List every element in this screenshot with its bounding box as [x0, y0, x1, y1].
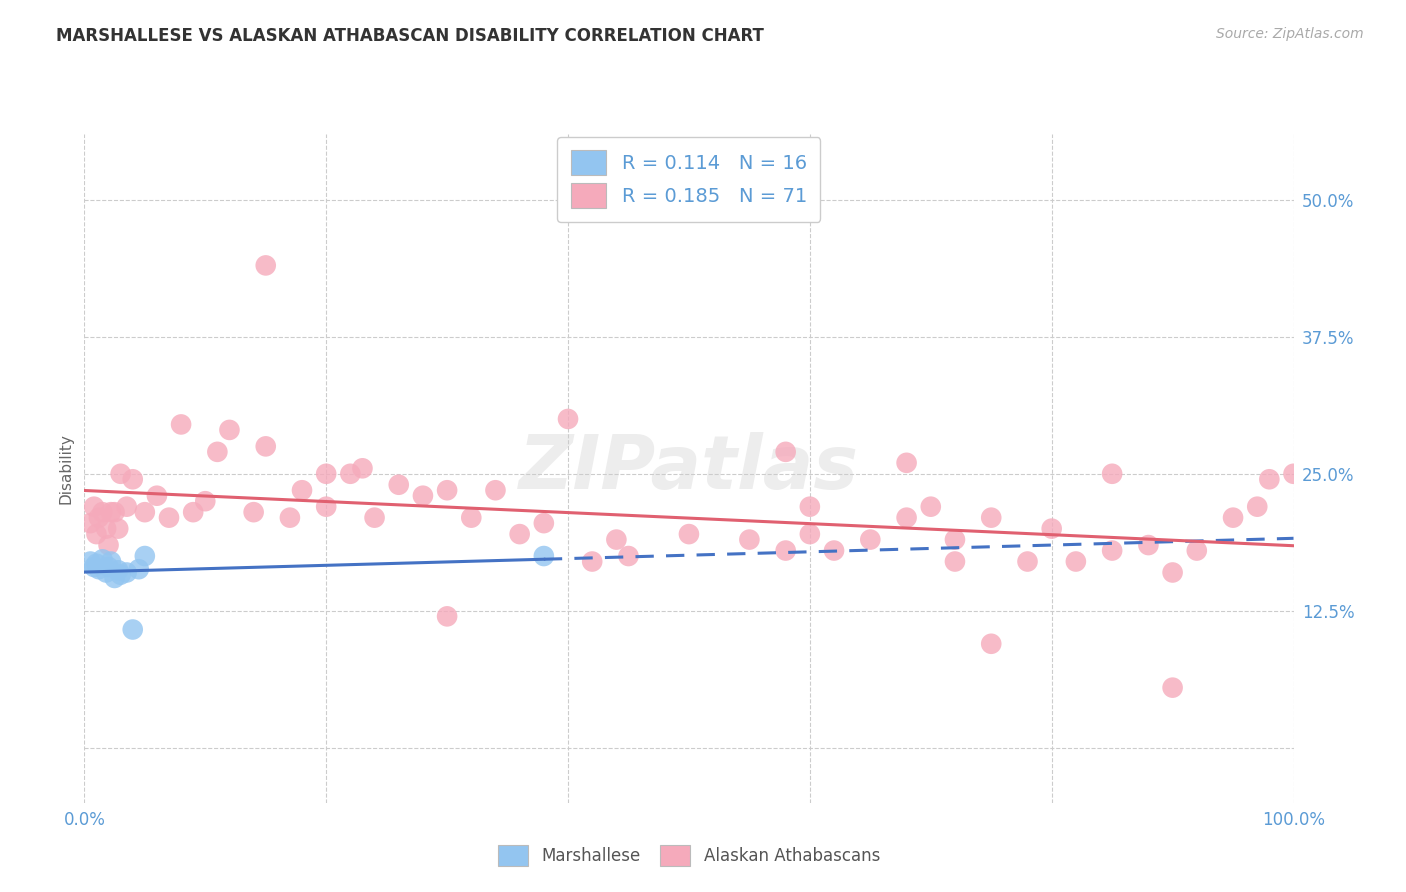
Point [87, 510, 110, 524]
Point [278, 510, 301, 524]
Point [315, 500, 337, 514]
Point [617, 549, 640, 563]
Point [943, 533, 966, 547]
Point [1101, 543, 1123, 558]
Point [738, 533, 761, 547]
Point [1185, 543, 1208, 558]
Point [128, 562, 150, 576]
Point [605, 533, 627, 547]
Point [339, 467, 361, 481]
Point [110, 467, 132, 481]
Point [134, 505, 156, 519]
Point [100, 505, 122, 519]
Point [980, 510, 1002, 524]
Point [115, 566, 138, 580]
Point [388, 477, 411, 491]
Point [97, 538, 120, 552]
Point [94, 566, 117, 580]
Point [94, 522, 117, 536]
Point [242, 505, 264, 519]
Text: MARSHALLESE VS ALASKAN ATHABASCAN DISABILITY CORRELATION CHART: MARSHALLESE VS ALASKAN ATHABASCAN DISABI… [56, 27, 763, 45]
Point [86, 557, 108, 571]
Point [1161, 566, 1184, 580]
Point [291, 483, 314, 498]
Point [943, 555, 966, 569]
Point [134, 549, 156, 563]
Point [91, 505, 114, 519]
Point [121, 472, 143, 486]
Point [146, 489, 169, 503]
Point [194, 494, 217, 508]
Point [157, 510, 180, 524]
Point [412, 489, 434, 503]
Point [460, 510, 482, 524]
Point [1040, 522, 1063, 536]
Point [107, 522, 129, 536]
Point [207, 445, 229, 459]
Point [1064, 555, 1087, 569]
Point [87, 562, 110, 576]
Point [436, 483, 458, 498]
Y-axis label: Disability: Disability [58, 433, 73, 504]
Point [83, 500, 105, 514]
Point [859, 533, 882, 547]
Point [557, 412, 579, 426]
Point [920, 500, 942, 514]
Point [254, 259, 277, 273]
Point [97, 560, 120, 574]
Legend: Marshallese, Alaskan Athabascans: Marshallese, Alaskan Athabascans [489, 837, 889, 875]
Point [775, 445, 797, 459]
Point [1017, 555, 1039, 569]
Point [581, 555, 603, 569]
Point [1222, 510, 1244, 524]
Point [1282, 467, 1305, 481]
Point [115, 500, 138, 514]
Point [823, 543, 845, 558]
Point [181, 505, 204, 519]
Point [436, 609, 458, 624]
Point [799, 527, 821, 541]
Point [775, 543, 797, 558]
Point [104, 505, 127, 519]
Point [218, 423, 240, 437]
Point [352, 461, 374, 475]
Point [91, 552, 114, 566]
Point [79, 555, 101, 569]
Point [110, 567, 132, 582]
Point [678, 527, 700, 541]
Point [121, 623, 143, 637]
Point [254, 439, 277, 453]
Point [315, 467, 337, 481]
Point [533, 516, 555, 530]
Point [1246, 500, 1268, 514]
Point [1101, 467, 1123, 481]
Point [1161, 681, 1184, 695]
Point [104, 571, 127, 585]
Point [1137, 538, 1160, 552]
Point [363, 510, 385, 524]
Point [484, 483, 506, 498]
Point [896, 456, 918, 470]
Point [86, 527, 108, 541]
Point [1258, 472, 1281, 486]
Point [799, 500, 821, 514]
Point [83, 560, 105, 574]
Text: ZIPatlas: ZIPatlas [519, 432, 859, 505]
Text: Source: ZipAtlas.com: Source: ZipAtlas.com [1216, 27, 1364, 41]
Point [896, 510, 918, 524]
Point [170, 417, 193, 432]
Point [107, 563, 129, 577]
Point [533, 549, 555, 563]
Point [79, 516, 101, 530]
Point [980, 637, 1002, 651]
Point [100, 555, 122, 569]
Point [509, 527, 531, 541]
